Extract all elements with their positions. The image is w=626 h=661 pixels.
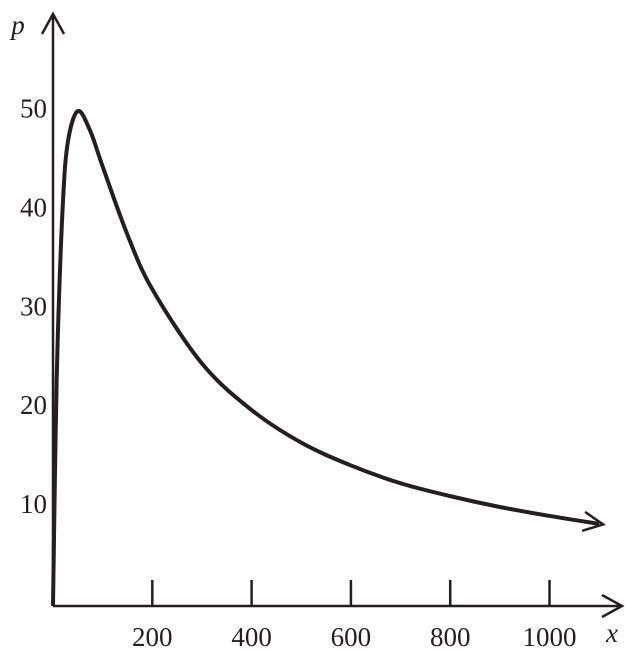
y-tick-label: 10 — [20, 489, 47, 519]
x-tick-label: 1000 — [523, 622, 577, 652]
y-tick-label: 30 — [20, 291, 47, 321]
y-axis-label: p — [9, 10, 25, 40]
y-tick-label: 40 — [20, 192, 47, 222]
curve — [51, 109, 600, 607]
x-axis-label: x — [605, 618, 618, 648]
x-tick-label: 200 — [132, 622, 173, 652]
y-tick-label: 20 — [20, 390, 47, 420]
y-tick-label: 50 — [20, 93, 47, 123]
curve-arrow — [581, 510, 606, 533]
x-axis — [53, 593, 625, 619]
x-tick-label: 800 — [430, 622, 471, 652]
x-tick-label: 600 — [331, 622, 372, 652]
x-tick-label: 400 — [231, 622, 272, 652]
